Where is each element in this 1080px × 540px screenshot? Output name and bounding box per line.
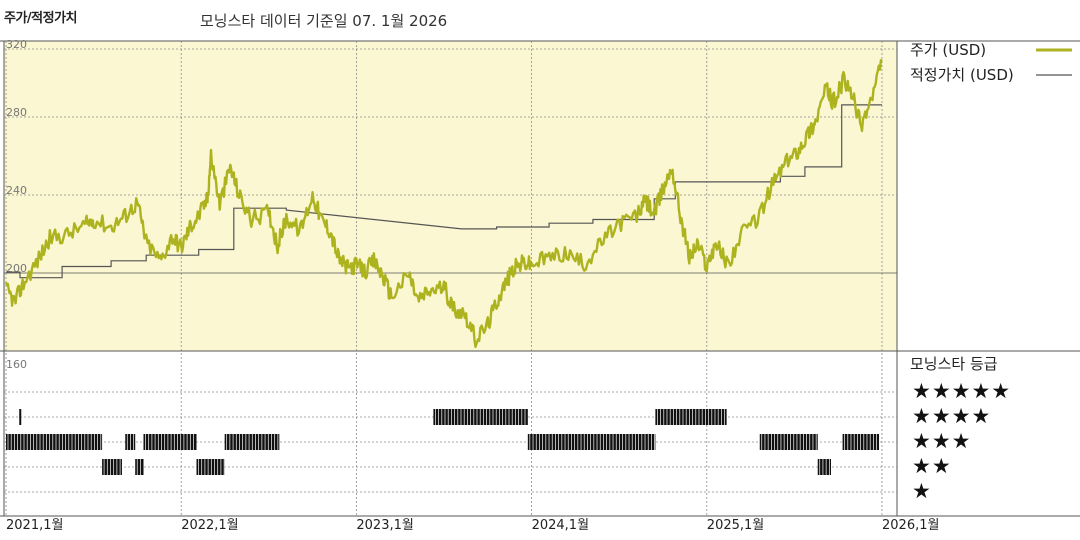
- x-tick-label: 2025,1월: [707, 518, 764, 533]
- rating-bar-segment: [143, 434, 197, 450]
- rating-4-stars: ★★★★: [912, 404, 992, 428]
- x-tick-label: 2023,1월: [356, 518, 413, 533]
- rating-1-star: ★: [912, 479, 932, 503]
- rating-bar-segment: [125, 434, 136, 450]
- legend-fair-value-label: 적정가치 (USD): [910, 66, 1014, 84]
- y-tick-label: 280: [6, 106, 27, 119]
- rating-bar-segment: [759, 434, 818, 450]
- y-tick-label: 320: [6, 38, 27, 51]
- x-tick-label: 2022,1월: [181, 518, 238, 533]
- rating-bar-segment: [842, 434, 880, 450]
- x-tick-label: 2021,1월: [6, 518, 63, 533]
- rating-2-stars: ★★: [912, 454, 952, 478]
- rating-bar-segment: [19, 409, 22, 425]
- price-series-line: [4, 59, 883, 348]
- rating-3-stars: ★★★: [912, 429, 972, 453]
- legend-price-label: 주가 (USD): [910, 41, 986, 59]
- y-tick-label: 200: [6, 262, 27, 275]
- rating-history-bars: [6, 409, 880, 475]
- rating-panel-title: 모닝스타 등급: [910, 355, 998, 373]
- chart-subtitle: 모닝스타 데이터 기준일 07. 1월 2026: [200, 12, 448, 30]
- fair-value-series-line: [6, 104, 882, 279]
- chart-title: 주가/적정가치: [4, 11, 78, 26]
- x-tick-label: 2024,1월: [532, 518, 589, 533]
- grid-lines: [4, 41, 897, 516]
- y-tick-label: 160: [6, 358, 27, 371]
- rating-bar-segment: [655, 409, 727, 425]
- y-axis-ticks: 320 280 240 200 160: [6, 38, 27, 371]
- rating-bar-segment: [102, 459, 122, 475]
- rating-bar-segment: [527, 434, 656, 450]
- rating-bar-segment: [433, 409, 528, 425]
- y-tick-label: 240: [6, 184, 27, 197]
- rating-bar-segment: [196, 459, 225, 475]
- rating-5-stars: ★★★★★: [912, 379, 1012, 403]
- rating-bar-segment: [224, 434, 280, 450]
- rating-bar-segment: [817, 459, 831, 475]
- rating-bar-segment: [6, 434, 103, 450]
- x-axis-ticks: 2021,1월 2022,1월 2023,1월 2024,1월 2025,1월 2026,…: [6, 518, 939, 533]
- x-tick-label: 2026,1월: [882, 518, 939, 533]
- rating-bar-segment: [135, 459, 144, 475]
